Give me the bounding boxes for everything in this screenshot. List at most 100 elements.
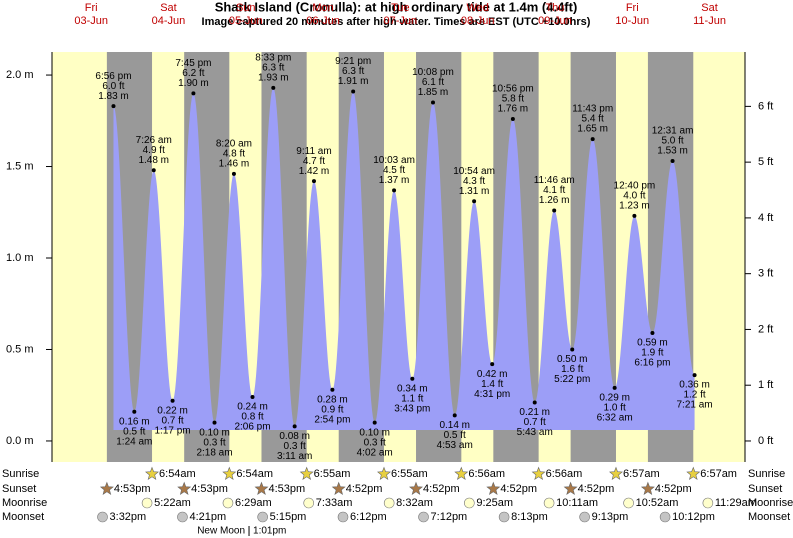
date-label: 11-Jun (693, 15, 726, 27)
tide-height: 1.91 m (338, 76, 369, 87)
moon-phase-name: New Moon (197, 526, 245, 537)
moonrise-time: 8:32am (396, 497, 433, 509)
tide-height: 0.16 m (119, 416, 150, 427)
sunset-time: 4:53pm (114, 483, 151, 495)
chart-title: Shark Island (Cronulla): at high ordinar… (215, 0, 578, 14)
tide-time: 3:43 pm (394, 403, 430, 414)
tide-point (372, 420, 377, 425)
sunset-icon (99, 481, 114, 495)
tide-height: 1.53 m (657, 146, 688, 157)
tide-feet: 6.3 ft (262, 62, 284, 73)
sunrise-icon (377, 466, 391, 480)
tide-point (392, 188, 397, 193)
tide-point (132, 409, 137, 414)
weekday-label: Tue (391, 2, 410, 14)
tide-height: 0.59 m (637, 338, 668, 349)
date-label: 06-Jun (306, 15, 340, 27)
row-label: Sunrise (748, 468, 785, 480)
moonset-time: 4:21pm (189, 511, 226, 523)
tide-point (612, 385, 617, 390)
tide-height: 0.36 m (679, 380, 710, 391)
moonrise-time: 10:11am (556, 497, 598, 509)
sunrise-time: 6:57am (700, 468, 737, 480)
moonset-time: 10:12pm (672, 511, 715, 523)
moonset-icon (418, 511, 429, 523)
sunset-time: 4:52pm (500, 483, 537, 495)
tide-height: 1.90 m (178, 78, 209, 89)
sunrise-icon (531, 466, 546, 480)
sunrise-time: 6:54am (236, 468, 273, 480)
moonrise-time: 9:25am (476, 497, 513, 509)
tide-time: 5:43 am (517, 427, 553, 438)
tide-time: 1:24 am (116, 436, 152, 447)
moonrise-icon (543, 497, 555, 509)
sunrise-time: 6:57am (623, 468, 660, 480)
tide-feet: 0.5 ft (123, 426, 145, 437)
date-label: 10-Jun (615, 15, 649, 27)
tide-time: 8:33 pm (255, 52, 291, 63)
tide-height: 1.46 m (219, 158, 250, 169)
date-label: 03-Jun (74, 15, 108, 27)
y-tick-label: 0.0 m (6, 435, 34, 447)
tide-height: 0.42 m (477, 369, 508, 380)
tide-point (250, 395, 255, 400)
tide-point (271, 85, 276, 90)
sunset-time: 4:52pm (423, 483, 460, 495)
y-tick-label: 0.5 m (6, 343, 34, 355)
sunset-time: 4:52pm (346, 483, 383, 495)
moonrise-time: 11:29am (715, 497, 757, 509)
tide-point (590, 137, 595, 142)
tide-point (472, 199, 477, 204)
tide-point (510, 116, 515, 121)
tide-time: 7:45 pm (175, 58, 211, 69)
tide-height: 1.23 m (619, 201, 650, 212)
tide-height: 0.14 m (439, 420, 470, 431)
tide-point (410, 376, 415, 381)
tide-height: 1.76 m (498, 104, 529, 115)
moonset-time: 8:13pm (511, 511, 548, 523)
sunset-time: 4:52pm (655, 483, 692, 495)
row-label: Sunset (748, 483, 782, 495)
moonset-time: 7:12pm (431, 511, 468, 523)
sunset-time: 4:53pm (268, 483, 305, 495)
tide-height: 0.22 m (157, 405, 188, 416)
row-label: Sunset (2, 483, 36, 495)
tide-feet: 6.2 ft (182, 68, 204, 79)
weekday-label: Sun (236, 2, 256, 14)
tide-height: 1.65 m (577, 124, 608, 135)
sunset-icon (486, 481, 501, 495)
tide-point (650, 331, 655, 336)
moonset-icon (337, 511, 349, 523)
tide-time: 2:18 am (196, 447, 232, 458)
moonset-time: 6:12pm (350, 511, 387, 523)
tide-point (670, 159, 675, 164)
date-label: 04-Jun (152, 15, 186, 27)
tide-point (570, 347, 575, 352)
weekday-label: Sat (160, 2, 177, 14)
tide-time: 11:43 pm (572, 104, 613, 115)
tide-time: 3:11 am (277, 451, 312, 462)
moonrise-icon (383, 497, 395, 509)
tide-height: 0.24 m (237, 402, 268, 413)
tide-feet: 0.3 ft (203, 437, 225, 448)
moonset-icon (177, 511, 188, 523)
moonrise-time: 5:22am (154, 497, 191, 509)
tide-point (212, 420, 217, 425)
tide-time: 10:54 am (453, 166, 495, 177)
moonset-time: 5:15pm (270, 511, 307, 523)
tide-height: 0.10 m (199, 427, 230, 438)
tide-time: 2:06 pm (234, 422, 270, 433)
tide-feet: 0.5 ft (444, 430, 466, 441)
sunrise-time: 6:54am (159, 468, 196, 480)
tide-height: 1.48 m (138, 155, 169, 166)
weekday-label: Thu (545, 2, 564, 14)
date-label: 05-Jun (229, 15, 263, 27)
tide-point (151, 168, 156, 173)
moonrise-time: 7:33am (316, 497, 353, 509)
tide-point (111, 104, 116, 109)
y-tick-label: 1.0 m (6, 252, 34, 264)
tide-point (191, 91, 196, 96)
weekday-label: Fri (85, 2, 98, 14)
sunrise-time: 6:56am (468, 468, 505, 480)
row-label: Moonset (2, 511, 44, 523)
